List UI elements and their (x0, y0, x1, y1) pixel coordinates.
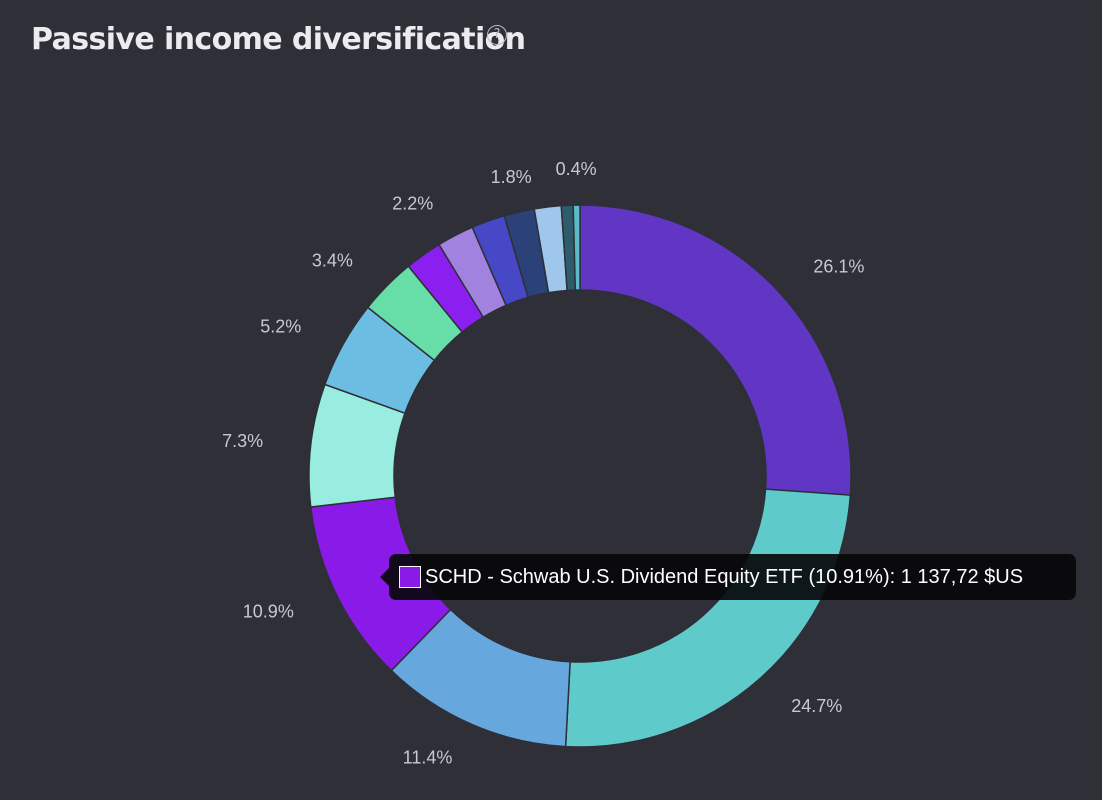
slice-label-1: 26.1% (813, 257, 864, 277)
slice-label-3: 11.4% (403, 747, 453, 767)
slice-label-2: 24.7% (791, 696, 842, 716)
slice-label-5: 7.3% (222, 431, 263, 451)
chart-title: Passive income diversification (31, 22, 526, 57)
slice-tooltip: SCHD - Schwab U.S. Dividend Equity ETF (… (380, 554, 1076, 600)
slice-label-11: 1.8% (491, 167, 532, 187)
donut-slice-1[interactable] (579, 204, 852, 496)
question-circle-icon[interactable]: ? (487, 25, 507, 45)
tooltip-arrow (380, 568, 389, 586)
slice-label-6: 5.2% (260, 317, 301, 337)
tooltip-text: SCHD - Schwab U.S. Dividend Equity ETF (… (425, 565, 1024, 588)
slice-label-4: 10.9% (243, 602, 294, 622)
slice-label-9: 2.2% (392, 193, 433, 213)
donut-slice-14[interactable] (572, 204, 581, 291)
slice-label-14: 0.4% (556, 159, 597, 179)
tooltip-color-swatch (399, 566, 421, 588)
slice-label-7: 3.4% (312, 250, 353, 270)
